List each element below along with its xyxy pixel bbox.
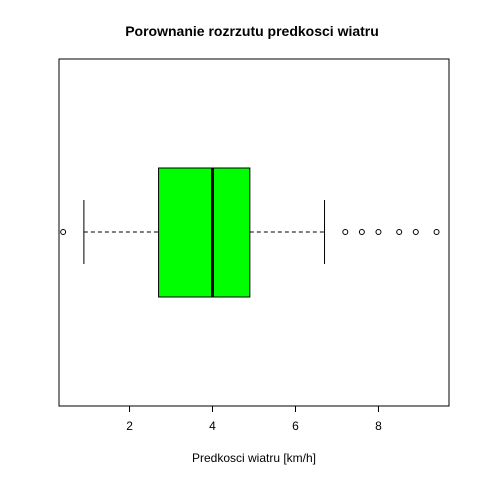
- chart-title: Porownanie rozrzutu predkosci wiatru: [125, 23, 379, 39]
- outlier-point: [342, 229, 349, 235]
- plot-frame: [58, 58, 450, 407]
- boxplot: [60, 167, 440, 298]
- outlier-point: [60, 229, 67, 235]
- x-axis: 2 4 6 8: [126, 406, 382, 433]
- x-tick-label: 4: [209, 419, 216, 433]
- outlier-point: [358, 229, 365, 235]
- outlier-point: [396, 229, 403, 235]
- x-tick-label: 2: [126, 419, 133, 433]
- outlier-point: [412, 229, 419, 235]
- x-tick-label: 6: [292, 419, 299, 433]
- outlier-point: [433, 229, 440, 235]
- outlier-point: [375, 229, 382, 235]
- iqr-box: [158, 167, 251, 298]
- x-axis-label: Predkosci wiatru [km/h]: [192, 451, 316, 465]
- x-tick-label: 8: [375, 419, 382, 433]
